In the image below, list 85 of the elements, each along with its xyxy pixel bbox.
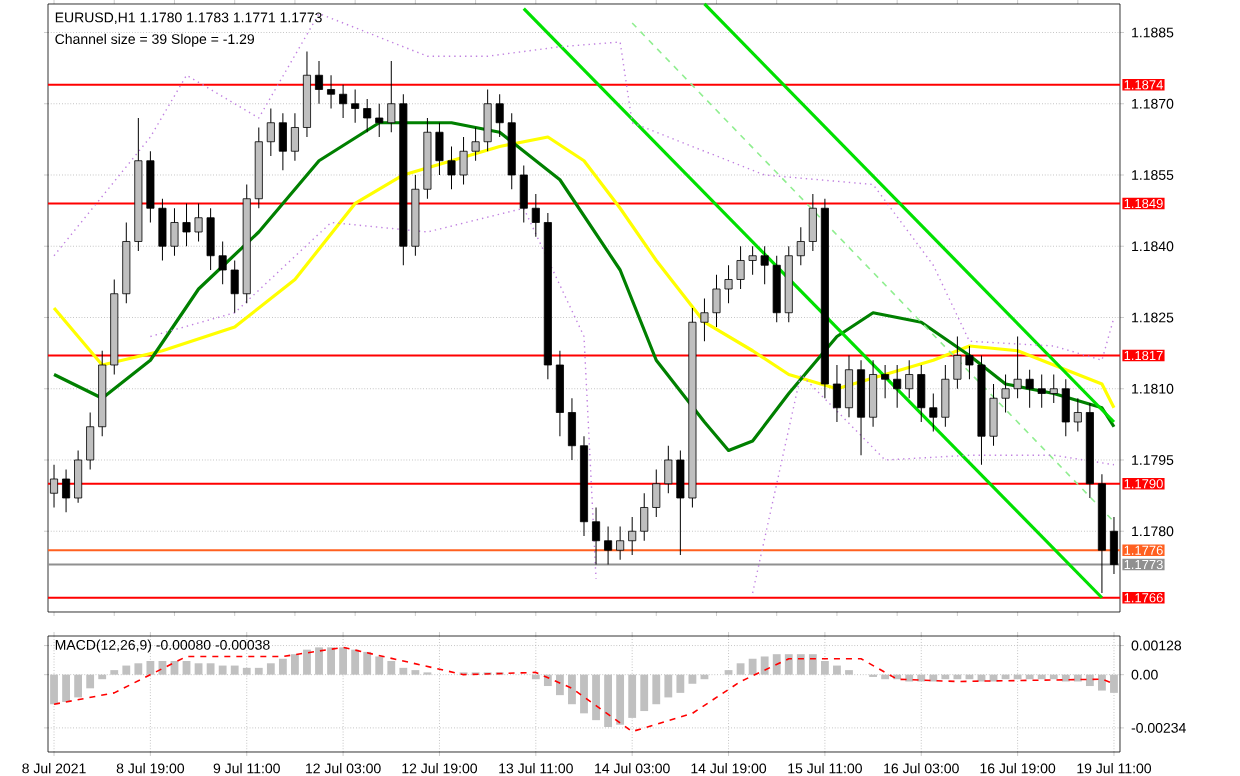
candlestick [339, 84, 348, 119]
bar [748, 658, 757, 675]
bar [387, 661, 396, 675]
candlestick [519, 164, 528, 223]
candlestick [881, 364, 890, 399]
bar [50, 674, 58, 705]
line-series [53, 12, 1115, 361]
bar [146, 661, 155, 675]
bar [327, 647, 335, 675]
candlestick [616, 526, 625, 561]
bar [1098, 674, 1106, 691]
candlestick [351, 88, 360, 124]
candlestick [567, 397, 576, 461]
bar [652, 674, 661, 705]
bar [122, 665, 131, 675]
candlestick [832, 364, 841, 423]
bar [784, 654, 793, 675]
candlestick [640, 492, 649, 542]
candlestick [555, 350, 564, 437]
candlestick [375, 103, 384, 138]
bar [86, 674, 95, 689]
bar [266, 663, 275, 675]
candlestick [869, 359, 878, 428]
candlestick [363, 98, 372, 133]
bar [62, 674, 70, 702]
bar [616, 674, 625, 725]
bar [592, 674, 600, 721]
bar [688, 674, 697, 684]
bar [170, 661, 179, 675]
line-series [751, 373, 1115, 594]
bar [218, 665, 227, 675]
bar [760, 656, 769, 675]
bar [664, 674, 673, 698]
bar [604, 674, 612, 727]
bar [278, 658, 287, 675]
bar [628, 674, 637, 718]
bar [74, 674, 83, 698]
candlestick [628, 516, 637, 556]
bar [230, 665, 239, 675]
bar [555, 674, 564, 696]
bar [206, 663, 215, 675]
bar [736, 663, 745, 675]
bar [134, 663, 143, 675]
bar [291, 654, 299, 675]
bar [772, 654, 781, 675]
bar [363, 651, 372, 675]
bar [1085, 674, 1094, 687]
candlestick [808, 193, 817, 252]
bar [676, 674, 685, 693]
candlestick [857, 359, 866, 456]
bar [242, 667, 251, 675]
bar [315, 647, 323, 675]
bar [796, 654, 805, 675]
candlestick [1061, 378, 1070, 437]
candlestick [893, 364, 902, 409]
candlestick [327, 74, 336, 109]
bar [640, 674, 649, 712]
candlestick [315, 60, 324, 105]
bar [339, 647, 348, 675]
candlestick [592, 507, 601, 565]
candlestick [905, 359, 914, 399]
candlestick [290, 112, 299, 162]
bar [580, 674, 588, 714]
candlestick [74, 450, 83, 504]
bar [254, 667, 263, 675]
candlestick [62, 469, 71, 513]
candlestick [531, 193, 540, 238]
bar [808, 654, 817, 675]
bar [399, 667, 408, 675]
candlestick [266, 107, 275, 157]
bar [568, 674, 576, 705]
bar [833, 665, 841, 675]
candlestick [1073, 397, 1082, 432]
bar [351, 649, 360, 675]
candlestick [604, 526, 613, 565]
bar [182, 661, 191, 675]
candlestick [796, 226, 805, 266]
bar [375, 656, 384, 675]
candlestick [278, 112, 287, 171]
bar [1110, 674, 1118, 693]
candlestick [844, 354, 853, 418]
bar [194, 663, 203, 675]
bar [820, 661, 829, 675]
candlestick [86, 411, 95, 470]
bar [303, 649, 311, 675]
